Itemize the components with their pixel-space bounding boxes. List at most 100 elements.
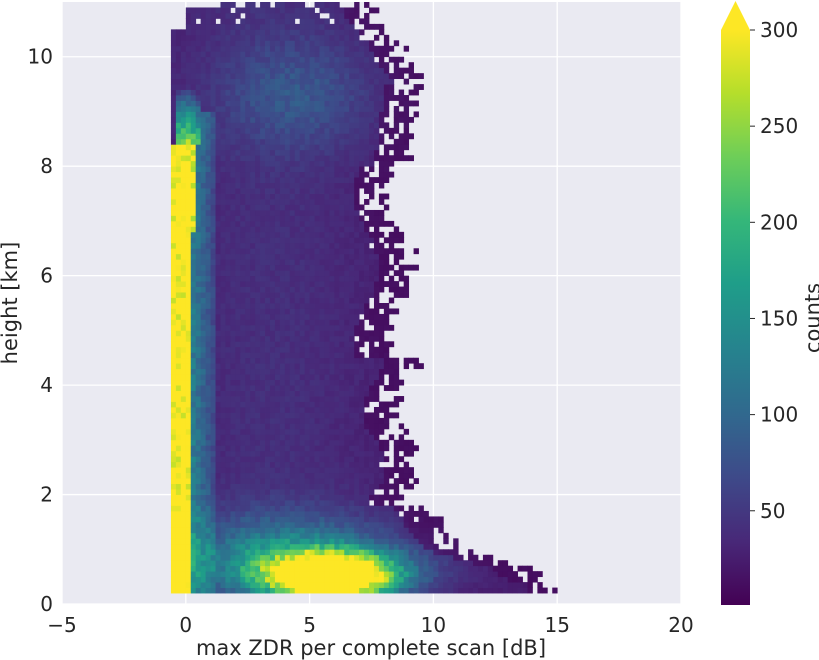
heatmap-cell bbox=[393, 363, 400, 370]
heatmap-cell bbox=[220, 275, 226, 282]
heatmap-cell bbox=[473, 582, 479, 588]
heatmap-cell bbox=[344, 303, 350, 309]
heatmap-cell bbox=[408, 73, 414, 80]
heatmap-cell bbox=[180, 538, 187, 545]
heatmap-cell bbox=[334, 516, 340, 523]
heatmap-cell bbox=[235, 428, 241, 435]
heatmap-cell bbox=[418, 582, 424, 588]
heatmap-cell bbox=[344, 352, 350, 359]
heatmap-cell bbox=[329, 237, 335, 244]
heatmap-cell bbox=[220, 89, 226, 96]
heatmap-cell bbox=[210, 368, 216, 375]
heatmap-cell bbox=[250, 516, 256, 523]
heatmap-cell bbox=[269, 237, 276, 244]
heatmap-cell bbox=[250, 456, 256, 463]
heatmap-cell bbox=[309, 105, 315, 112]
heatmap-cell bbox=[289, 445, 296, 452]
heatmap-cell bbox=[230, 576, 236, 583]
heatmap-cell bbox=[388, 434, 395, 441]
heatmap-cell bbox=[339, 303, 345, 309]
heatmap-cell bbox=[319, 543, 325, 550]
heatmap-cell bbox=[230, 505, 236, 512]
heatmap-cell bbox=[314, 500, 320, 506]
heatmap-cell bbox=[349, 171, 355, 178]
heatmap-cell bbox=[269, 478, 276, 484]
heatmap-cell bbox=[319, 467, 325, 474]
heatmap-cell bbox=[210, 554, 216, 561]
heatmap-cell bbox=[274, 105, 281, 112]
heatmap-cell bbox=[334, 439, 340, 446]
heatmap-cell bbox=[482, 587, 489, 594]
heatmap-cell bbox=[265, 587, 271, 594]
heatmap-cell bbox=[245, 253, 251, 260]
heatmap-cell bbox=[349, 100, 355, 107]
heatmap-cell bbox=[299, 237, 306, 244]
heatmap-cell bbox=[532, 571, 538, 578]
heatmap-cell bbox=[235, 357, 241, 364]
heatmap-cell bbox=[364, 138, 370, 145]
heatmap-cell bbox=[230, 571, 236, 578]
heatmap-cell bbox=[180, 330, 187, 337]
heatmap-cell bbox=[289, 18, 296, 25]
heatmap-cell bbox=[220, 62, 226, 69]
heatmap-cell bbox=[324, 445, 330, 452]
heatmap-cell bbox=[210, 122, 216, 129]
heatmap-cell bbox=[354, 144, 360, 151]
heatmap-cell bbox=[314, 253, 320, 260]
heatmap-cell bbox=[344, 532, 350, 539]
heatmap-cell bbox=[200, 215, 207, 222]
heatmap-cell bbox=[260, 445, 266, 452]
heatmap-cell bbox=[339, 341, 345, 348]
heatmap-cell bbox=[225, 587, 231, 594]
heatmap-cell bbox=[210, 341, 216, 348]
heatmap-cell bbox=[408, 133, 414, 140]
heatmap-cell bbox=[170, 100, 177, 107]
heatmap-cell bbox=[334, 204, 340, 211]
heatmap-cell bbox=[418, 532, 424, 539]
heatmap-cell bbox=[299, 231, 306, 238]
heatmap-cell bbox=[185, 215, 192, 222]
heatmap-cell bbox=[378, 166, 385, 173]
heatmap-cell bbox=[279, 434, 286, 441]
heatmap-cell bbox=[195, 461, 202, 468]
heatmap-cell bbox=[230, 84, 236, 90]
heatmap-cell bbox=[230, 220, 236, 227]
heatmap-cell bbox=[284, 292, 291, 298]
heatmap-cell bbox=[413, 73, 419, 80]
heatmap-cell bbox=[408, 521, 414, 528]
heatmap-cell bbox=[339, 324, 345, 331]
heatmap-cell bbox=[344, 67, 350, 74]
heatmap-cell bbox=[393, 510, 400, 517]
heatmap-cell bbox=[359, 467, 365, 474]
heatmap-cell bbox=[309, 368, 315, 375]
heatmap-cell bbox=[200, 521, 207, 528]
heatmap-cell bbox=[265, 84, 271, 90]
heatmap-cell bbox=[265, 461, 271, 468]
heatmap-cell bbox=[294, 439, 301, 446]
heatmap-cell bbox=[205, 363, 211, 370]
heatmap-cell bbox=[279, 177, 286, 183]
heatmap-cell bbox=[230, 560, 236, 567]
heatmap-cell bbox=[185, 401, 192, 408]
heatmap-cell bbox=[339, 199, 345, 205]
heatmap-cell bbox=[289, 177, 296, 183]
heatmap-cell bbox=[220, 368, 226, 375]
heatmap-cell bbox=[260, 242, 266, 249]
heatmap-cell bbox=[245, 281, 251, 287]
heatmap-cell bbox=[225, 149, 231, 156]
heatmap-cell bbox=[180, 478, 187, 484]
heatmap-cell bbox=[195, 56, 202, 63]
heatmap-cell bbox=[359, 226, 365, 233]
heatmap-cell bbox=[284, 51, 291, 58]
heatmap-cell bbox=[269, 105, 276, 112]
heatmap-cell bbox=[190, 204, 197, 211]
heatmap-cell bbox=[215, 445, 221, 452]
heatmap-cell bbox=[468, 554, 474, 561]
heatmap-cell bbox=[195, 313, 202, 320]
heatmap-cell bbox=[210, 417, 216, 424]
heatmap-cell bbox=[329, 363, 335, 370]
heatmap-cell bbox=[304, 29, 310, 36]
heatmap-cell bbox=[294, 188, 301, 194]
heatmap-cell bbox=[220, 401, 226, 408]
heatmap-cell bbox=[200, 209, 207, 216]
